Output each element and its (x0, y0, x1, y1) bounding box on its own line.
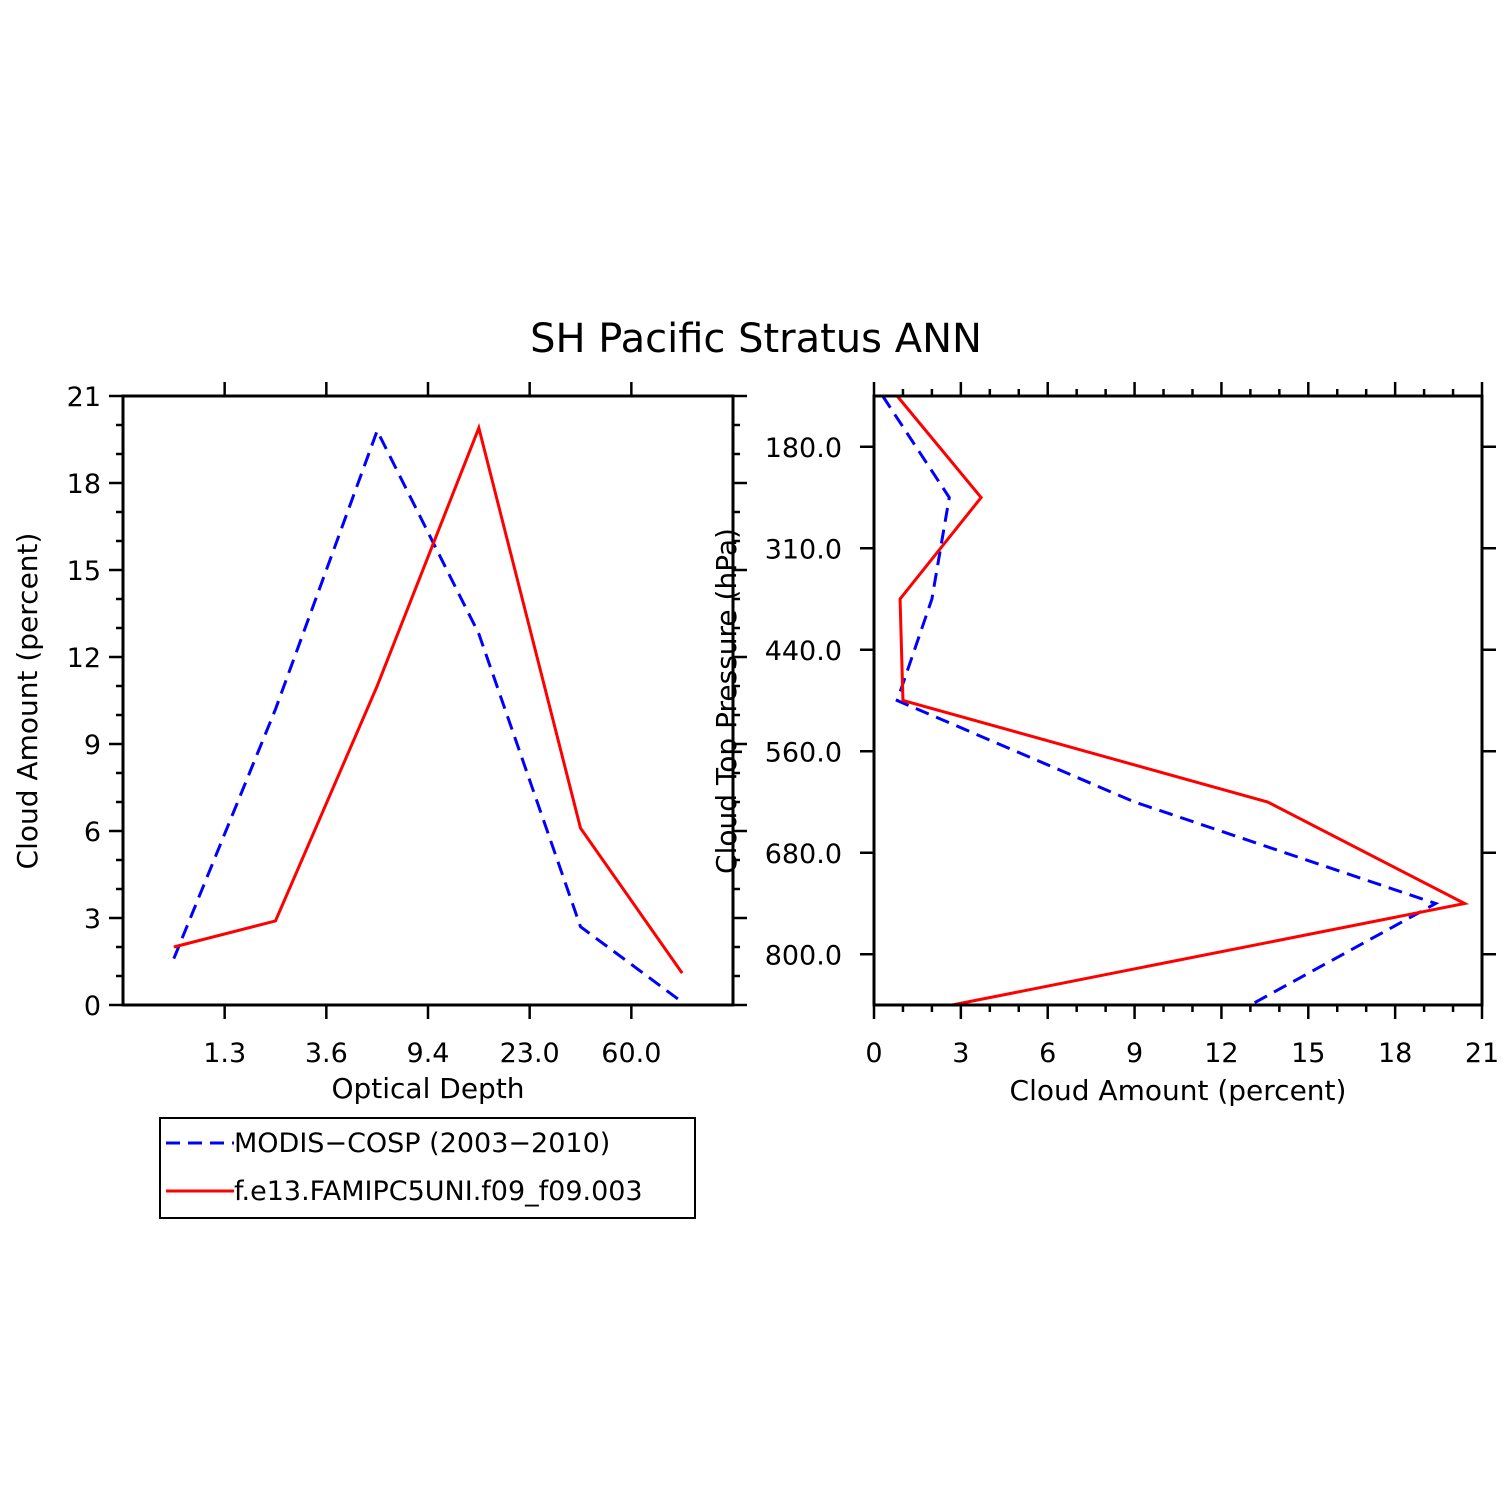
right-y-tick-label: 800.0 (765, 940, 842, 971)
left-x-axis-title: Optical Depth (331, 1072, 524, 1105)
right-x-tick-label: 21 (1465, 1038, 1499, 1069)
right-x-tick-label: 9 (1126, 1038, 1143, 1069)
left-x-tick-label: 1.3 (203, 1038, 246, 1069)
right-panel: 0 3 6 9 12 15 18 21 180.0 310.0 440.0 560.0 680.0 800… (710, 382, 1499, 1107)
left-x-tick-label: 60.0 (601, 1038, 661, 1069)
left-tick-labels: 0 3 6 9 12 15 18 21 1.3 3.6 9.4 23.0 60.0 (67, 382, 662, 1069)
left-x-tick-label: 23.0 (500, 1038, 560, 1069)
legend-label-model: f.e13.FAMIPC5UNI.f09_f09.003 (234, 1176, 643, 1207)
chart-title: SH Pacific Stratus ANN (530, 316, 982, 362)
right-y-tick-label: 310.0 (765, 534, 842, 565)
left-y-tick-label: 3 (84, 904, 101, 935)
left-y-tick-label: 12 (67, 643, 101, 674)
left-series (172, 423, 684, 1004)
left-y-tick-label: 18 (67, 469, 101, 500)
left-x-tick-label: 3.6 (305, 1038, 348, 1069)
right-x-tick-label: 6 (1039, 1038, 1056, 1069)
right-x-tick-label: 18 (1378, 1038, 1412, 1069)
right-x-tick-label: 0 (865, 1038, 882, 1069)
left-x-tick-label: 9.4 (407, 1038, 450, 1069)
left-y-tick-label: 0 (84, 991, 101, 1022)
left-series-model-line (173, 423, 684, 974)
right-y-tick-label: 440.0 (765, 636, 842, 667)
right-x-axis-title: Cloud Amount (percent) (1010, 1074, 1347, 1107)
left-series-modis-line (172, 427, 684, 1004)
right-ticks (860, 382, 1496, 1019)
right-x-tick-label: 3 (952, 1038, 969, 1069)
left-panel: 0 3 6 9 12 15 18 21 1.3 3.6 9.4 23.0 60.0 Optical De… (11, 382, 747, 1105)
left-y-axis-title: Cloud Amount (percent) (11, 533, 44, 870)
left-y-tick-label: 15 (67, 556, 101, 587)
right-y-tick-label: 560.0 (765, 737, 842, 768)
legend-label-modis: MODIS−COSP (2003−2010) (234, 1128, 610, 1159)
right-x-tick-label: 15 (1291, 1038, 1325, 1069)
right-x-tick-label: 12 (1204, 1038, 1238, 1069)
right-series-modis-line (881, 395, 1440, 1007)
right-y-tick-label: 180.0 (765, 433, 842, 464)
legend-box (159, 1117, 696, 1219)
left-y-tick-label: 6 (84, 817, 101, 848)
left-plot-frame (121, 394, 735, 1007)
right-series (881, 395, 1470, 1007)
right-y-tick-label: 680.0 (765, 839, 842, 870)
right-tick-labels: 0 3 6 9 12 15 18 21 180.0 310.0 440.0 560.0 680.0 800… (765, 433, 1499, 1069)
right-series-model-line (896, 395, 1470, 1007)
left-y-tick-label: 9 (84, 730, 101, 761)
right-y-axis-title: Cloud Top Pressure (hPa) (710, 528, 743, 874)
left-y-tick-label: 21 (67, 382, 101, 413)
right-plot-frame (872, 394, 1484, 1007)
legend: MODIS−COSP (2003−2010) f.e13.FAMIPC5UNI.… (159, 1117, 696, 1219)
